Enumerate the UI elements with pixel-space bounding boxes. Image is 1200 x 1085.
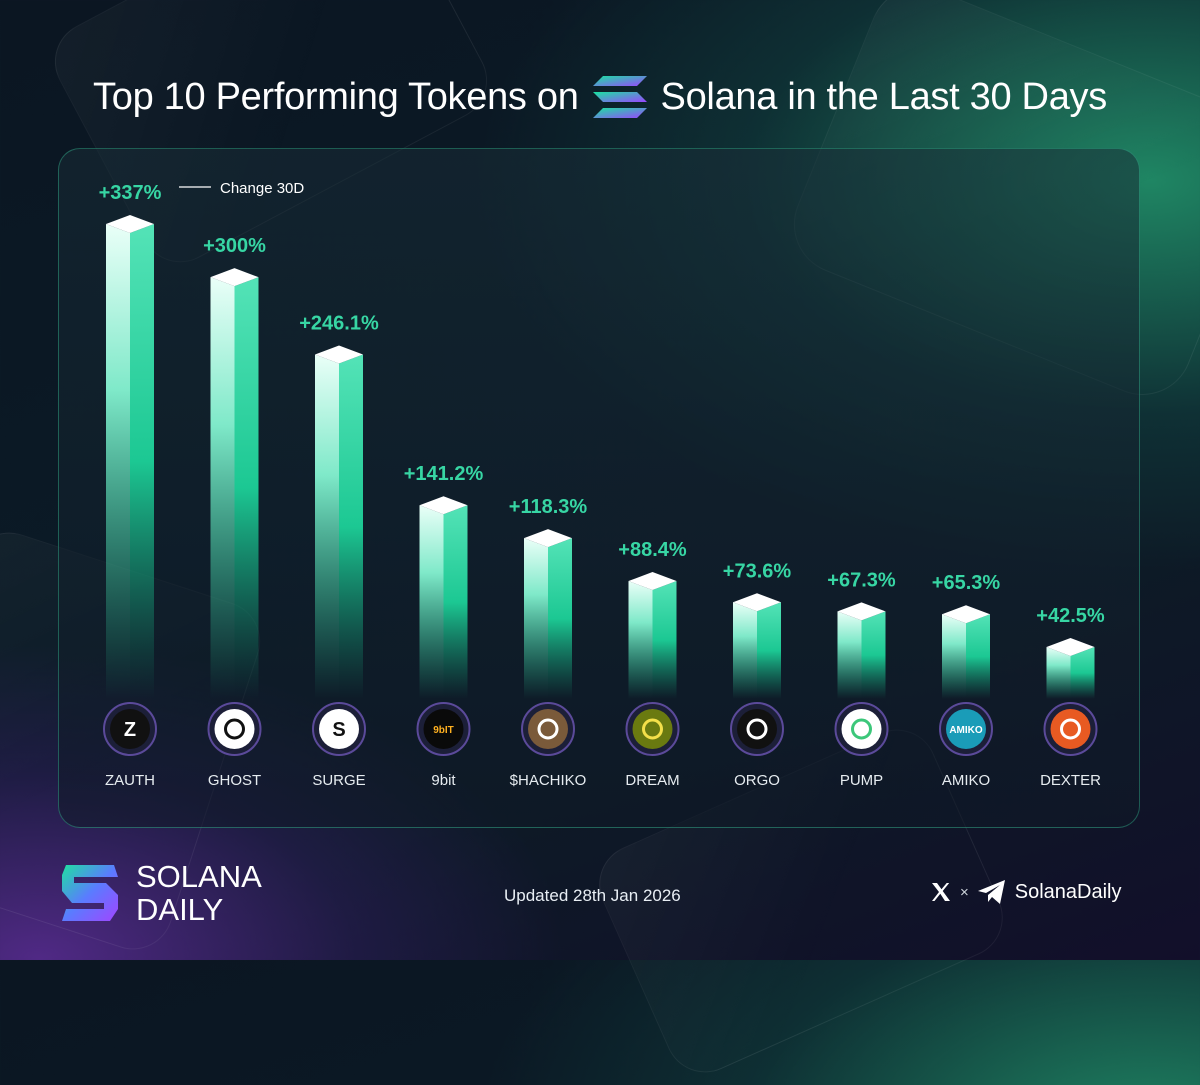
handle-text[interactable]: SolanaDaily (1014, 880, 1122, 903)
chart-title: Top 10 Performing Tokens on Solana in th… (0, 74, 1200, 120)
bar-orgo (733, 593, 781, 699)
category-label: GHOST (208, 772, 261, 789)
orgo-icon (730, 702, 784, 756)
bar-face-right (757, 602, 781, 699)
bar-cap (837, 602, 886, 621)
x-icon[interactable] (930, 881, 952, 903)
bar-face-left (210, 277, 235, 699)
bar-face-right (1070, 646, 1095, 699)
bar-cap (628, 572, 677, 591)
svg-text:S: S (332, 719, 345, 741)
bar-surge (315, 345, 363, 699)
updated-date: Updated 28th Jan 2026 (504, 886, 681, 905)
bar-face-right (130, 224, 154, 699)
ghost-icon (207, 702, 262, 756)
bar-cap (524, 529, 572, 548)
category-label: ORGO (734, 772, 780, 789)
bar-9bit (419, 496, 468, 699)
category-label: ZAUTH (105, 772, 155, 789)
dexter-icon (1043, 702, 1098, 756)
value-label: +141.2% (404, 463, 484, 485)
separator: × (960, 883, 969, 901)
value-label: +73.6% (723, 560, 792, 582)
category-label: SURGE (312, 772, 365, 789)
bar-dexter (1046, 637, 1095, 699)
solana-daily-logo-icon (62, 865, 118, 921)
bar-face-right (339, 354, 363, 699)
bar-face-left (628, 581, 653, 699)
bar-face-right (548, 538, 572, 699)
brand-line-1: SOLANA (136, 859, 262, 894)
value-label: +42.5% (1036, 605, 1105, 627)
svg-text:AMIKO: AMIKO (949, 725, 983, 736)
bar-face-left (942, 614, 966, 699)
brand-line-2: DAILY (136, 892, 224, 927)
bar-chart: Change 30D +337% Z ZAUTH +300% GHOST +246.1% S S… (99, 180, 1105, 789)
title-text-end: Solana in the Last 30 Days (660, 75, 1108, 118)
solana-logo-icon (592, 76, 647, 118)
legend-label: Change 30D (220, 180, 304, 197)
value-label: +300% (203, 235, 266, 257)
bar-ghost (210, 268, 259, 699)
value-label: +65.3% (932, 572, 1001, 594)
title-text-start: Top 10 Performing Tokens on (93, 75, 579, 118)
chart-panel: Change 30D +337% Z ZAUTH +300% GHOST +246.1% S S… (58, 148, 1140, 828)
dream-icon (625, 702, 680, 756)
bar-face-left (315, 354, 339, 699)
hachiko-icon (521, 702, 575, 756)
bar-dream (628, 572, 677, 699)
bar-cap (733, 593, 781, 612)
zauth-icon: Z (103, 702, 157, 756)
value-label: +88.4% (618, 539, 687, 561)
bar-face-right (861, 611, 886, 699)
svg-text:Z: Z (124, 719, 136, 741)
surge-icon: S (312, 702, 366, 756)
category-label: 9bit (431, 772, 456, 789)
bar-face-left (524, 538, 548, 699)
bar-face-right (966, 614, 990, 699)
amiko-icon: AMIKO (939, 702, 993, 756)
bar-face-right (234, 277, 259, 699)
solana-daily-brand: SOLANA DAILY (58, 860, 262, 926)
value-label: +67.3% (827, 569, 896, 591)
bar-cap (942, 605, 990, 624)
bar-zauth (106, 215, 154, 699)
category-label: AMIKO (942, 772, 990, 789)
category-label: $HACHIKO (510, 772, 587, 789)
bar-cap (419, 496, 468, 515)
bar-pump (837, 602, 886, 699)
social-handle[interactable]: × SolanaDaily (930, 878, 1122, 906)
9bit-icon: 9bIT (416, 702, 471, 756)
bar-face-left (106, 224, 130, 699)
bar-face-left (733, 602, 757, 699)
category-label: DEXTER (1040, 772, 1101, 789)
bar-face-left (1046, 646, 1071, 699)
value-label: +118.3% (509, 496, 588, 518)
bar-cap (106, 215, 154, 233)
bar-amiko (942, 605, 990, 699)
bar-face-left (837, 611, 862, 699)
category-label: DREAM (625, 772, 679, 789)
value-label: +246.1% (299, 313, 379, 335)
bar-face-right (652, 581, 677, 699)
svg-text:9bIT: 9bIT (433, 725, 454, 736)
bar-cap (315, 345, 363, 364)
telegram-icon[interactable] (977, 878, 1007, 906)
value-label: +337% (99, 182, 162, 204)
category-label: PUMP (840, 772, 883, 789)
bar-face-left (419, 505, 444, 699)
pump-icon (834, 702, 889, 756)
bar-cap (210, 268, 259, 287)
bar-hachiko (524, 529, 572, 699)
bar-cap (1046, 637, 1095, 656)
bar-face-right (443, 505, 468, 699)
